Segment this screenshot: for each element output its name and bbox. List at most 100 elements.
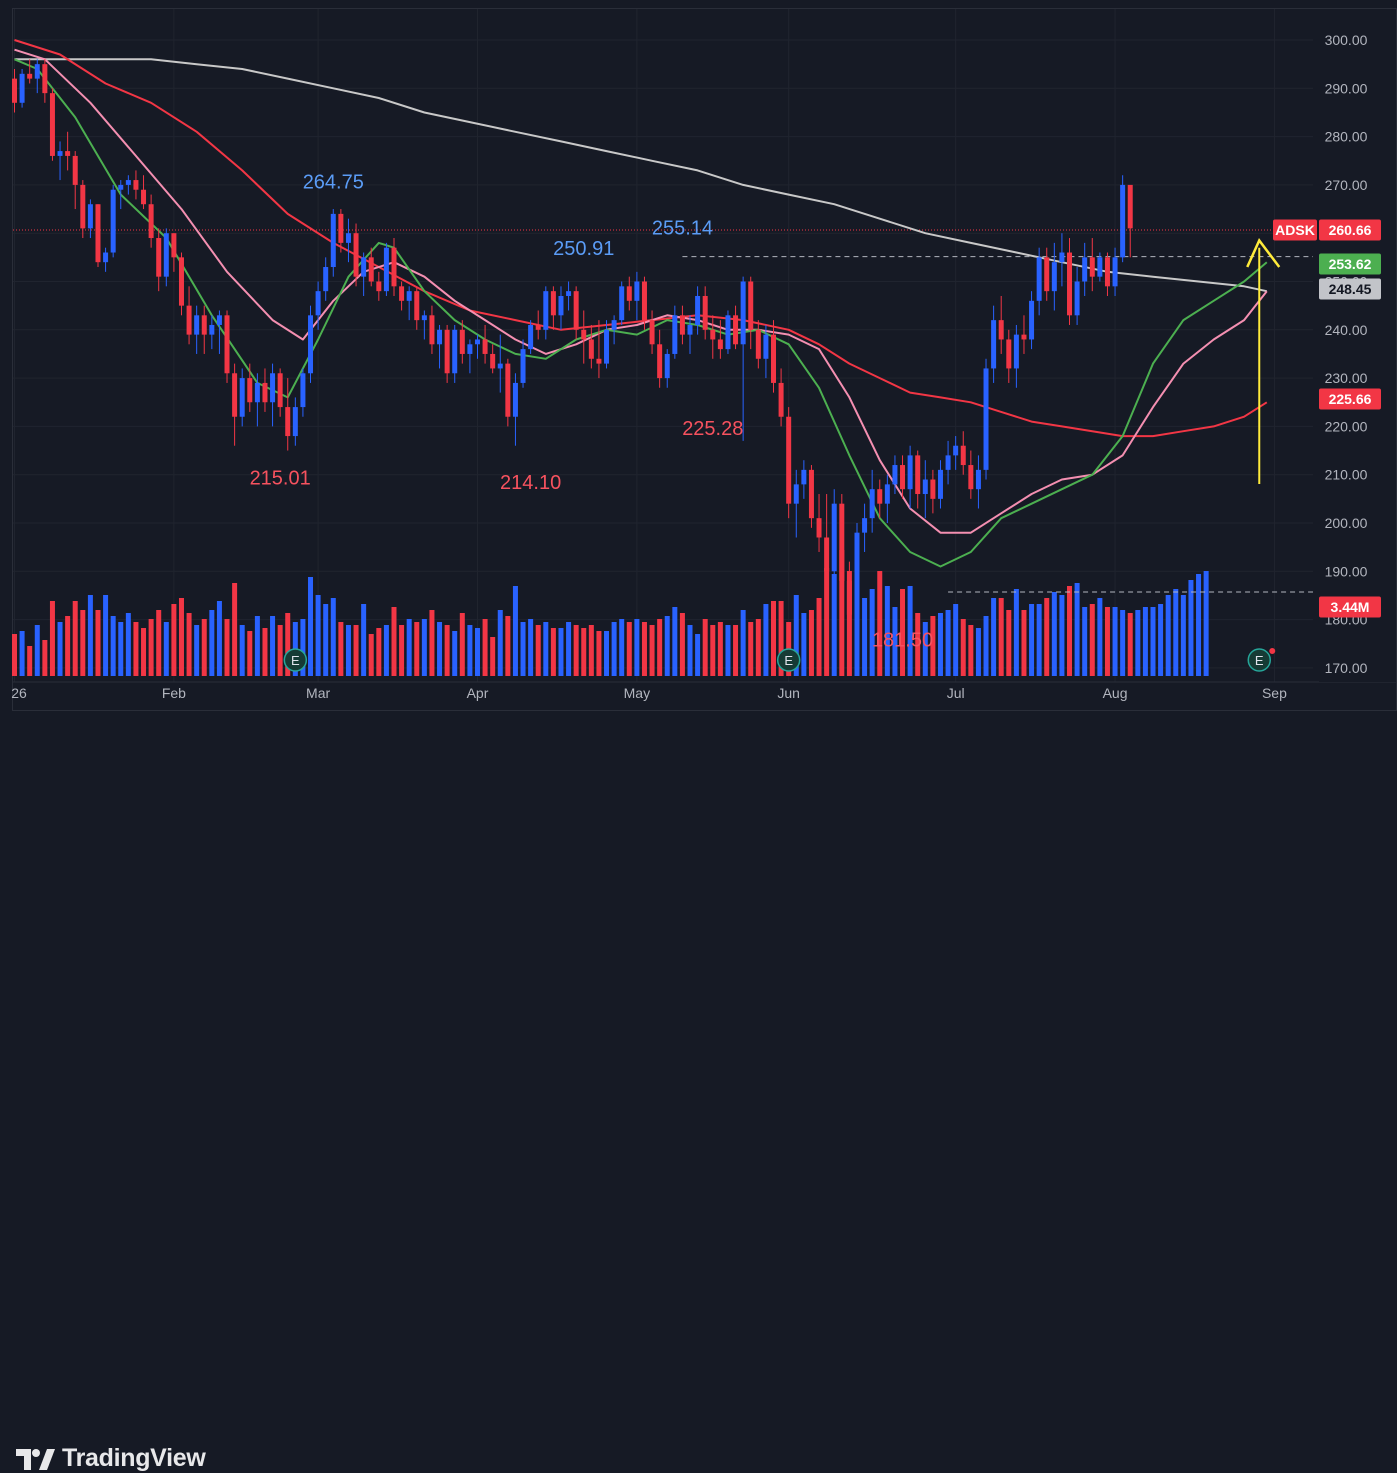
volume-bar xyxy=(687,625,693,676)
volume-bar xyxy=(968,625,974,676)
candle-body xyxy=(626,286,632,301)
volume-bar xyxy=(953,604,959,676)
candle-body xyxy=(900,465,906,490)
candle-body xyxy=(467,344,473,354)
volume-bar xyxy=(156,610,162,676)
x-tick-label: Aug xyxy=(1103,685,1128,701)
volume-bar xyxy=(80,610,86,676)
earnings-icon xyxy=(776,648,801,672)
candle-body xyxy=(824,537,830,572)
candle-body xyxy=(664,353,670,379)
candle-body xyxy=(1067,252,1073,316)
candle-body xyxy=(1097,257,1103,277)
volume-bar xyxy=(1104,607,1110,676)
candle-body xyxy=(877,489,883,504)
volume-bar xyxy=(1051,592,1057,676)
candle-body xyxy=(725,315,731,350)
x-tick-label: Jun xyxy=(777,685,800,701)
moving-average-green xyxy=(14,58,1268,568)
earnings-marker[interactable]: E xyxy=(776,648,801,672)
volume-bar xyxy=(1120,610,1126,676)
price-tag-value: 260.66 xyxy=(1329,222,1372,238)
volume-bar xyxy=(763,604,769,676)
volume-bar xyxy=(626,622,632,676)
candle-body xyxy=(528,324,534,350)
y-tick-label: 270.00 xyxy=(1325,177,1368,193)
candle-body xyxy=(1059,252,1065,263)
candle-body xyxy=(285,407,291,437)
candle-body xyxy=(1013,334,1019,369)
candle-body xyxy=(649,320,655,345)
candle-body xyxy=(194,315,200,335)
candle-body xyxy=(672,315,678,354)
volume-bar xyxy=(831,574,837,676)
candle-body xyxy=(232,373,238,417)
volume-bar xyxy=(748,622,754,676)
tradingview-logo[interactable]: TradingView xyxy=(16,1444,206,1473)
candle-body xyxy=(854,532,860,615)
candle-body xyxy=(353,233,359,277)
earnings-label: E xyxy=(784,653,793,668)
volume-bar xyxy=(581,628,587,676)
candle-body xyxy=(588,339,594,359)
volume-bar xyxy=(1074,583,1080,676)
candle-body xyxy=(808,469,814,519)
volume-bar xyxy=(300,619,306,676)
volume-bar xyxy=(285,613,291,676)
price-chart[interactable]: 264.75 250.91 255.14 215.01 214.10 225.28 181.… xyxy=(0,0,1397,711)
candle-body xyxy=(270,373,276,403)
price-tag-value: 253.62 xyxy=(1329,256,1372,272)
symbol-tag xyxy=(1273,219,1317,241)
candle-body xyxy=(740,281,746,345)
volume-bar xyxy=(497,610,503,676)
candle-body xyxy=(429,315,435,345)
volume-bar xyxy=(1059,595,1065,676)
volume-bar xyxy=(945,610,951,676)
price-axis xyxy=(1319,9,1396,682)
volume-bar xyxy=(1097,598,1103,676)
price-annotation: 250.91 xyxy=(553,238,614,260)
candle-body xyxy=(695,295,701,325)
volume-bar xyxy=(270,616,276,676)
candle-body xyxy=(216,315,222,325)
candle-body xyxy=(550,291,556,316)
candle-body xyxy=(611,320,617,330)
y-tick-label: 230.00 xyxy=(1325,370,1368,386)
brand-name: TradingView xyxy=(62,1444,206,1472)
volume-bar xyxy=(414,622,420,676)
moving-average-red xyxy=(14,39,1268,438)
candle-body xyxy=(80,184,86,229)
chart-pane[interactable] xyxy=(12,8,1397,711)
earnings-marker[interactable]: E xyxy=(283,648,308,672)
candle-body xyxy=(490,353,496,369)
volume-bar xyxy=(975,628,981,676)
candle-body xyxy=(376,281,382,292)
volume-bar xyxy=(178,598,184,676)
volume-bar xyxy=(254,616,260,676)
price-tag xyxy=(1319,253,1381,275)
volume-bar xyxy=(482,619,488,676)
candle-body xyxy=(862,518,868,533)
volume-bar xyxy=(148,619,154,676)
candle-body xyxy=(1120,184,1126,258)
candle-body xyxy=(156,238,162,277)
candle-body xyxy=(535,324,541,330)
earnings-marker[interactable]: E xyxy=(1247,648,1272,672)
candle-body xyxy=(224,315,230,374)
volume-bar xyxy=(1082,607,1088,676)
candle-body xyxy=(148,204,154,239)
price-tag xyxy=(1319,219,1381,241)
volume-bar xyxy=(588,625,594,676)
candle-body xyxy=(641,281,647,321)
volume-bar xyxy=(459,613,465,676)
volume-bar xyxy=(87,595,93,676)
candle-body xyxy=(991,320,997,369)
volume-bar xyxy=(1173,589,1179,676)
candle-body xyxy=(330,213,336,268)
candle-body xyxy=(869,489,875,519)
volume-bar xyxy=(641,622,647,676)
volume-bar xyxy=(566,622,572,676)
y-tick-label: 210.00 xyxy=(1325,467,1368,483)
volume-bar xyxy=(679,613,685,676)
volume-bar xyxy=(512,586,518,676)
